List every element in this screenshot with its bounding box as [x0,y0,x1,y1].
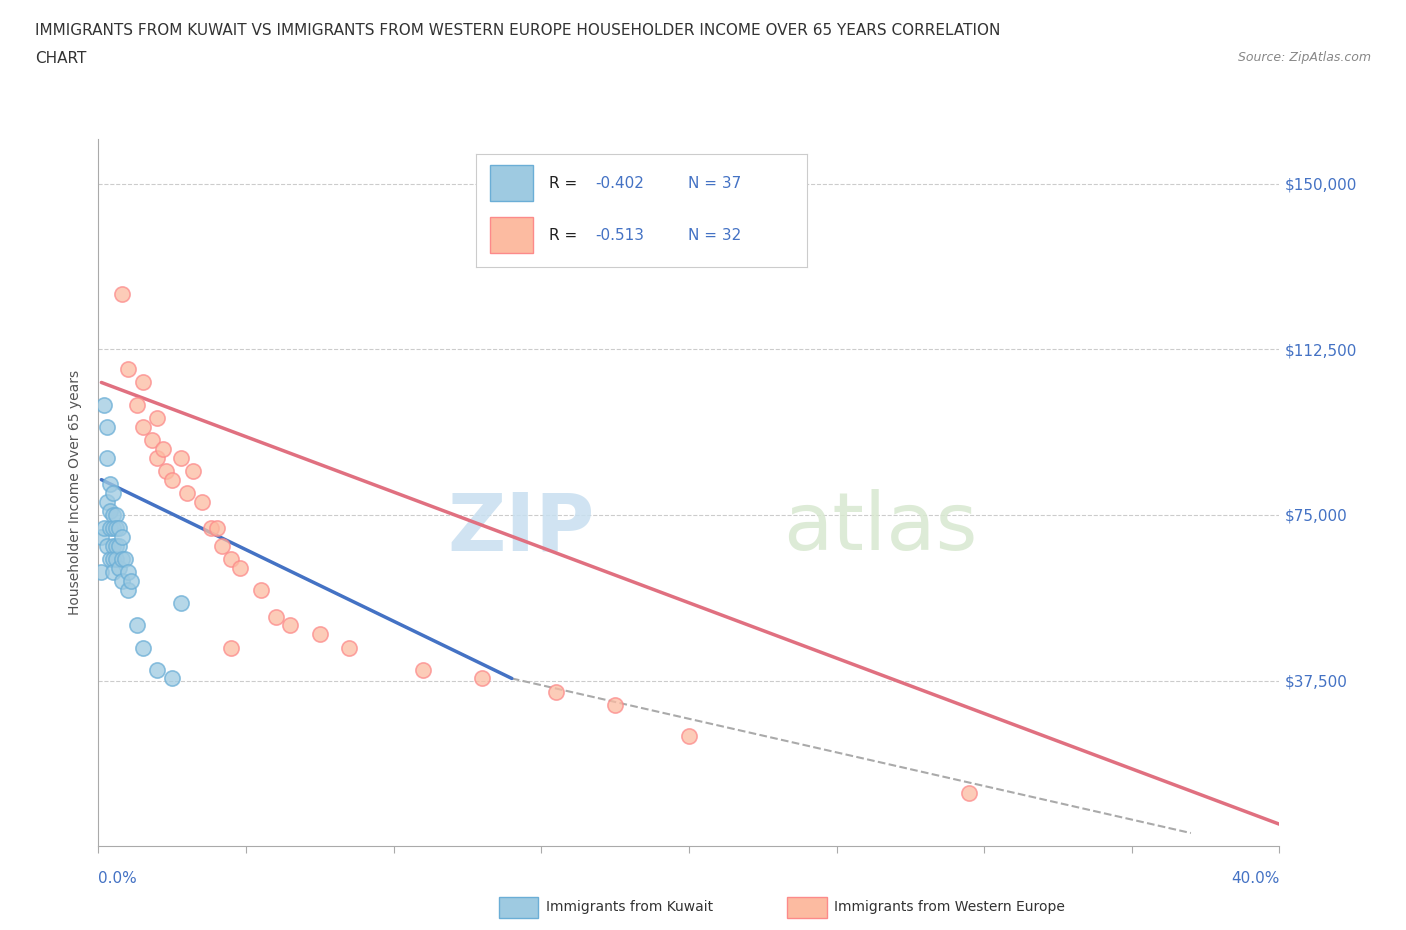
Text: ZIP: ZIP [447,489,595,567]
Point [103,538,125,553]
Point [96,538,118,553]
Point [111,551,134,566]
Point [546,684,568,699]
Point [250,582,273,598]
Point [229,561,252,576]
Point [200,521,222,536]
Point [90,530,112,545]
Point [103,565,125,580]
Point [103,508,125,523]
Text: 0.0%: 0.0% [98,871,138,886]
Point [103,521,125,536]
Text: atlas: atlas [783,489,977,567]
Point [105,508,128,523]
Point [105,538,128,553]
Point [120,574,142,589]
Point [93,397,115,412]
Point [98,551,121,566]
Point [152,442,174,457]
Point [219,640,242,655]
Point [264,609,287,624]
Point [132,640,155,655]
Text: Immigrants from Western Europe: Immigrants from Western Europe [834,899,1064,914]
Point [90,565,112,580]
Point [105,521,128,536]
Point [117,582,139,598]
Point [125,397,148,412]
Point [98,503,121,518]
Point [132,375,155,390]
Point [96,450,118,465]
Point [181,463,204,478]
Point [211,538,233,553]
Point [141,432,163,447]
Point [117,565,139,580]
Point [605,698,627,712]
Text: 40.0%: 40.0% [1232,871,1279,886]
Point [105,551,128,566]
Point [170,596,193,611]
Point [103,485,125,500]
Point [278,618,302,633]
Point [111,286,134,301]
Point [125,618,148,633]
Point [959,786,981,801]
Point [146,410,169,425]
Y-axis label: Householder Income Over 65 years: Householder Income Over 65 years [69,370,83,616]
Point [219,551,242,566]
Text: Source: ZipAtlas.com: Source: ZipAtlas.com [1237,51,1371,64]
Point [98,477,121,492]
Point [191,495,214,510]
Point [678,728,700,743]
Point [176,485,198,500]
Text: CHART: CHART [35,51,87,66]
Point [162,472,183,487]
Point [117,362,139,377]
Point [111,574,134,589]
Point [471,671,494,686]
Point [108,538,131,553]
Point [170,450,193,465]
Point [155,463,177,478]
Point [98,521,121,536]
Point [93,521,115,536]
Point [114,551,136,566]
Point [205,521,228,536]
Point [108,561,131,576]
Point [309,627,332,642]
Point [108,521,131,536]
Point [339,640,360,655]
Point [96,419,118,434]
Point [146,450,169,465]
Point [132,419,155,434]
Point [162,671,183,686]
Point [96,495,118,510]
Point [111,530,134,545]
Point [412,662,434,677]
Text: Immigrants from Kuwait: Immigrants from Kuwait [546,899,713,914]
Point [103,551,125,566]
Text: IMMIGRANTS FROM KUWAIT VS IMMIGRANTS FROM WESTERN EUROPE HOUSEHOLDER INCOME OVER: IMMIGRANTS FROM KUWAIT VS IMMIGRANTS FRO… [35,23,1001,38]
Point [146,662,169,677]
